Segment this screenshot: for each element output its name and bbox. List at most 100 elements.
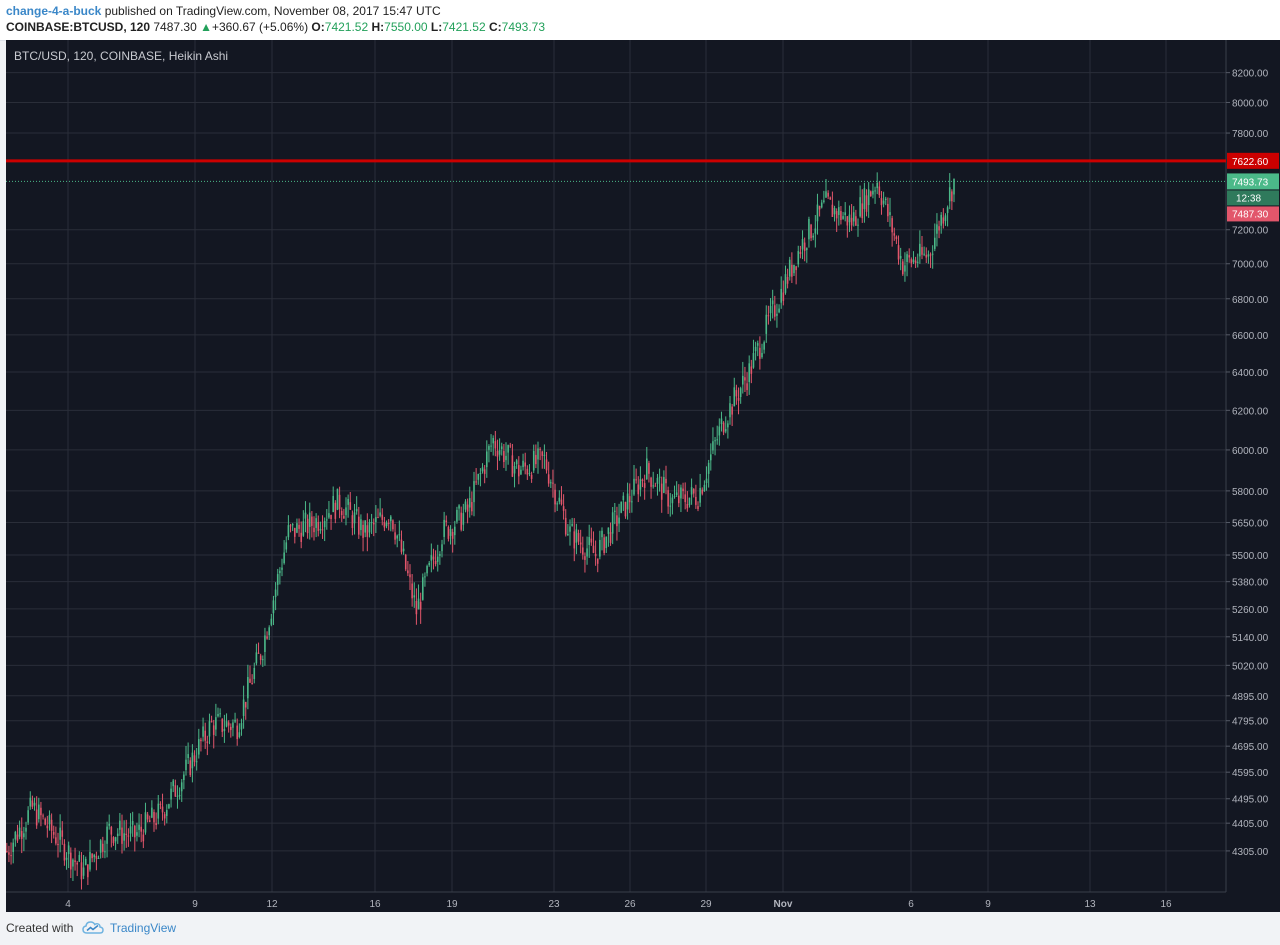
candle-body (793, 264, 795, 274)
candle-body (443, 519, 445, 537)
candle-body (774, 305, 776, 317)
candle-body (471, 502, 473, 512)
candle-body (763, 342, 765, 350)
prev-close-bg (1227, 206, 1279, 222)
candle-body (503, 451, 505, 462)
chart-area[interactable]: 7622.60 7493.73 12:38 7487.30 8200.00 8000.0… (6, 40, 1280, 912)
candle-body (266, 636, 268, 639)
candle-body (33, 802, 36, 806)
candle-body (626, 493, 629, 510)
candle-body (737, 397, 740, 401)
candle-body (274, 589, 277, 598)
candle-body (622, 495, 625, 500)
candle-body (953, 178, 955, 195)
candle-body (876, 182, 878, 189)
candle-body (870, 191, 872, 197)
candle-body (46, 825, 49, 829)
candle-body (483, 469, 486, 474)
candle-body (712, 441, 714, 451)
candle-body (227, 722, 230, 726)
y-tick-label: 6600.00 (1232, 331, 1269, 342)
price-levels: 7622.60 7493.73 12:38 7487.30 (6, 152, 1279, 222)
candle-body (846, 216, 849, 226)
candle-body (340, 511, 343, 516)
candle-body (940, 214, 942, 226)
candle-body (927, 254, 930, 257)
y-tick-label: 6000.00 (1232, 446, 1269, 457)
high-value: 7550.00 (384, 20, 428, 34)
candle-body (40, 807, 42, 816)
candle-body (200, 739, 202, 742)
candle-body (477, 474, 480, 480)
candle-body (210, 721, 213, 723)
candle-body (306, 518, 309, 534)
y-tick-label: 6200.00 (1232, 406, 1269, 417)
candle-body (643, 483, 646, 488)
candle-body (797, 251, 800, 265)
footer: Created with TradingView (0, 912, 1280, 945)
candle-body (390, 516, 392, 522)
candle-body (882, 200, 885, 204)
candle-body (409, 574, 411, 578)
candle-body (121, 827, 123, 844)
price-axis[interactable] (1226, 40, 1280, 912)
candle-body (102, 843, 104, 852)
candle-body (338, 494, 341, 510)
candle-body (951, 191, 953, 202)
candle-body (650, 477, 652, 487)
last-price-label-bg (1227, 173, 1279, 190)
symbol-label: COINBASE:BTCUSD, 120 (6, 20, 151, 34)
candle-body (703, 484, 706, 492)
candle-body (820, 202, 823, 208)
candle-body (238, 732, 241, 738)
tradingview-link[interactable]: TradingView (110, 921, 177, 935)
candle-body (368, 522, 371, 533)
candle-body (513, 465, 516, 474)
y-tick-label: 5650.00 (1232, 519, 1269, 530)
price-chart[interactable]: 7622.60 7493.73 12:38 7487.30 8200.00 8000.0… (6, 40, 1280, 912)
candle-body (404, 554, 407, 570)
candle-body (690, 487, 693, 495)
candle-body (490, 445, 492, 447)
candle-body (336, 488, 339, 510)
candle-body (174, 785, 177, 797)
candle-body (381, 514, 384, 520)
candle-body (859, 197, 861, 217)
candle-body (707, 462, 710, 474)
candle-body (910, 259, 913, 264)
candle-body (387, 523, 390, 525)
candle-body (302, 521, 305, 536)
candle-body (669, 505, 672, 507)
candle-body (353, 512, 356, 524)
candle-body (541, 451, 544, 456)
tradingview-cloud-icon[interactable] (82, 919, 104, 935)
candle-body (742, 375, 744, 385)
candle-body (451, 531, 454, 539)
candle-body (91, 853, 93, 859)
candle-body (419, 601, 422, 610)
x-tick-label: 13 (1084, 899, 1096, 910)
candle-body (944, 215, 947, 222)
candle-body (569, 526, 571, 532)
candle-body (686, 503, 689, 509)
candle-body (394, 532, 396, 540)
candle-body (16, 834, 19, 841)
candle-body (460, 512, 462, 530)
candle-body (507, 445, 509, 453)
candle-body (675, 492, 678, 496)
candle-body (151, 807, 153, 818)
publish-info: change-4-a-buck published on TradingView… (6, 4, 441, 18)
candle-body (654, 485, 657, 487)
candle-body (321, 529, 324, 531)
x-tick-label: 4 (65, 899, 71, 910)
candle-body (161, 806, 164, 813)
candle-body (23, 833, 25, 838)
candle-body (449, 529, 452, 536)
candle-body (447, 527, 450, 539)
close-label: C: (488, 20, 502, 34)
last-price-text: 7487.30 (153, 20, 197, 34)
candle-body (424, 576, 426, 578)
candle-body (97, 857, 100, 859)
candle-body (439, 554, 441, 556)
author-link[interactable]: change-4-a-buck (6, 4, 102, 18)
